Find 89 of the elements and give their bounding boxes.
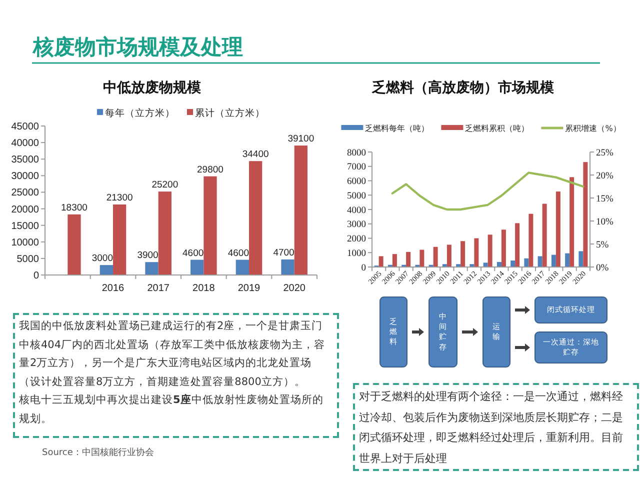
bar <box>113 204 126 275</box>
y-tick-label: 40000 <box>11 138 40 150</box>
bar <box>551 254 556 267</box>
text: 核电十三五规划中再次提出建设5座中低放射性废物处置场所的规划。 <box>19 394 324 424</box>
x-tick-label: 2020 <box>283 283 306 294</box>
y-tick-label: 2000 <box>347 234 366 245</box>
y-tick-label: 35000 <box>11 154 40 166</box>
data-label: 25200 <box>152 180 178 191</box>
legend-label: 累积增速（%） <box>565 124 621 133</box>
y-tick-label: 5000 <box>16 254 40 265</box>
bar <box>578 251 584 267</box>
bar <box>515 223 520 267</box>
bar <box>249 161 262 275</box>
y2-tick-label: 15% <box>596 194 614 204</box>
bar <box>538 256 542 267</box>
bar <box>100 265 113 275</box>
bar <box>483 262 488 267</box>
y-tick-label: 0 <box>33 270 40 282</box>
x-tick-label: 2019 <box>238 283 261 294</box>
y2-tick-label: 0% <box>596 263 609 274</box>
bar <box>378 256 384 267</box>
chart-title: 乏燃料（高放废物）市场规模 <box>371 79 555 96</box>
y-tick-label: 5000 <box>347 191 366 202</box>
bar <box>145 262 158 275</box>
data-label: 3000 <box>92 253 113 264</box>
bar <box>392 254 397 267</box>
x-tick-label: 2016 <box>102 283 125 294</box>
y2-tick-label: 10% <box>596 217 614 228</box>
y2-tick-label: 20% <box>596 171 614 182</box>
y-tick-label: 45000 <box>11 122 40 132</box>
bar <box>460 241 466 267</box>
data-label: 21300 <box>106 192 133 204</box>
bar <box>236 260 249 275</box>
legend-label: 每年（立方米） <box>105 107 175 119</box>
y-tick-label: 25000 <box>11 188 40 199</box>
data-label: 29800 <box>197 164 224 176</box>
y2-tick-label: 5% <box>596 240 609 250</box>
data-label: 18300 <box>61 202 88 214</box>
bar <box>420 250 424 267</box>
data-label: 39100 <box>288 134 314 145</box>
y-tick-label: 7000 <box>347 162 366 173</box>
y-tick-label: 10000 <box>11 237 40 248</box>
data-label: 4700 <box>273 247 294 258</box>
bar <box>433 246 438 267</box>
text: 对于乏燃料的处理有两个途径：一是一次通过，燃料经过冷却、包装后作为废物送到深地质层长期贮存；二是闭式循环处理，即乏燃料经过处理后，重新利用。目前世界上对于后处理 <box>359 389 624 466</box>
text: 核废物市场规模及处理 <box>32 35 243 59</box>
data-label: 3900 <box>137 250 158 262</box>
data-label: 4600 <box>228 248 249 259</box>
bar <box>565 253 570 267</box>
y-tick-label: 4000 <box>347 206 366 216</box>
bar <box>556 192 560 267</box>
bar <box>68 214 81 275</box>
line-series <box>391 172 584 211</box>
source-note: Source：中国核能行业协会 <box>42 447 154 458</box>
y-tick-label: 3000 <box>347 220 366 230</box>
bar <box>158 192 172 275</box>
x-tick-label: 2018 <box>192 283 216 294</box>
y-tick-label: 1000 <box>347 248 366 259</box>
bar <box>524 258 529 267</box>
y2-tick-label: 25% <box>596 148 614 158</box>
data-label: 4600 <box>182 248 204 259</box>
legend-label: 乏燃料累积（吨） <box>465 124 530 133</box>
text: 我国的中低放废料处置场已建成运行的有2座，一个是甘肃玉门中核404厂内的西北处置场（存放军工类中低放核废物为主，容量2万立方），另一个是广东大亚湾电站区域内的北龙处置场（设计处置容量8万立方，首期建造处置容量8800立方）。 <box>19 319 326 390</box>
y-tick-label: 8000 <box>347 148 366 158</box>
bar <box>542 204 547 267</box>
bar <box>528 214 534 267</box>
bar <box>501 230 506 267</box>
legend-label: 乏燃料每年（吨） <box>365 124 430 133</box>
y-tick-label: 6000 <box>347 177 366 188</box>
bar <box>583 162 588 267</box>
bar <box>281 259 294 275</box>
bar <box>294 146 308 275</box>
bar <box>406 252 411 267</box>
x-tick-label: 2017 <box>147 283 170 294</box>
bar <box>446 244 452 267</box>
y-tick-label: 15000 <box>11 220 40 232</box>
y-tick-label: 20000 <box>11 204 40 216</box>
bar <box>204 176 217 275</box>
data-label: 34400 <box>242 149 269 160</box>
chart-title: 中低放废物规模 <box>103 79 202 96</box>
bar <box>496 262 502 267</box>
y-tick-label: 0 <box>361 263 366 274</box>
bar <box>570 177 574 267</box>
legend-label: 累计（立方米） <box>195 107 265 119</box>
bar <box>474 238 479 267</box>
bar <box>510 260 516 267</box>
y-tick-label: 30000 <box>11 171 40 182</box>
bar <box>488 234 492 267</box>
bar <box>190 260 204 275</box>
